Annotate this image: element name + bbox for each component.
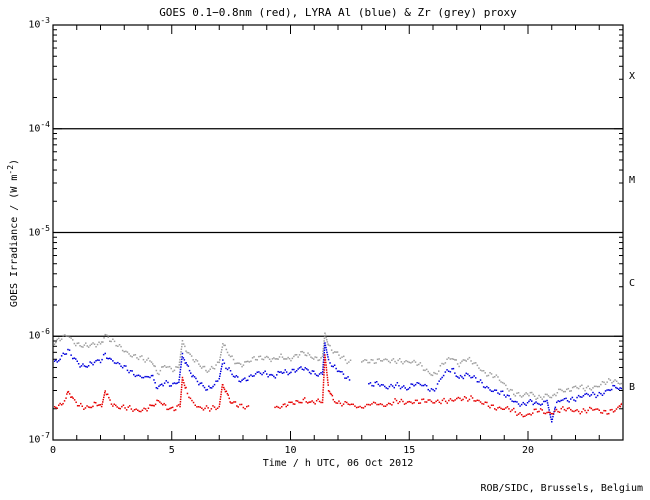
series-goes-0-1-0-8nm [54,354,622,418]
credit-text: ROB/SIDC, Brussels, Belgium [480,483,643,494]
x-tick-label: 0 [49,445,57,456]
flare-class-boundaries [53,128,623,337]
series-lyra-zr-proxy [54,332,622,400]
series-lyra-al-proxy [54,342,622,423]
chart-title: GOES 0.1−0.8nm (red), LYRA Al (blue) & Z… [159,6,517,19]
flare-class-label: B [629,382,636,394]
x-tick-label: 20 [521,445,535,456]
y-tick-label: 10-6 [28,327,50,342]
y-tick-label: 10-3 [28,16,50,31]
x-axis-title: Time / h UTC, 06 Oct 2012 [262,458,414,469]
x-tick-label: 5 [168,445,175,456]
flare-class-label: M [629,174,636,186]
data-series [54,332,622,423]
x-tick-label: 10 [284,445,297,456]
x-tick-label: 15 [403,445,416,456]
y-axis-ticks [53,24,623,441]
y-tick-label: 10-4 [28,119,50,135]
y-tick-label: 10-5 [28,223,50,238]
flare-class-label: X [629,70,636,82]
flare-class-label: C [629,278,636,290]
x-axis-ticks [52,25,624,440]
y-tick-label: 10-7 [28,431,50,446]
